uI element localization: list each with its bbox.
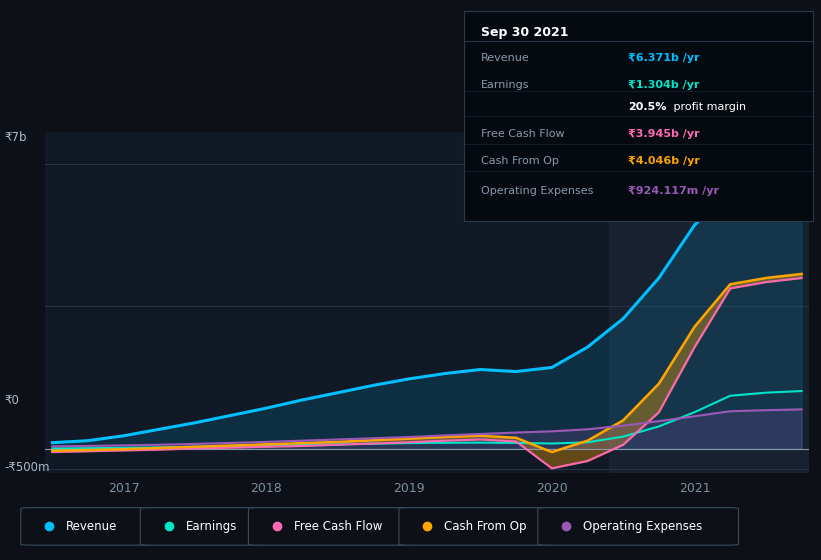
- Text: profit margin: profit margin: [670, 101, 745, 111]
- Text: Free Cash Flow: Free Cash Flow: [294, 520, 383, 533]
- Text: Revenue: Revenue: [67, 520, 117, 533]
- Text: -₹500m: -₹500m: [4, 461, 49, 474]
- Bar: [609, 132, 816, 473]
- Text: ₹6.371b /yr: ₹6.371b /yr: [628, 53, 699, 63]
- Text: ₹0: ₹0: [4, 394, 19, 407]
- FancyBboxPatch shape: [249, 507, 415, 545]
- Text: ₹3.945b /yr: ₹3.945b /yr: [628, 129, 699, 139]
- Text: Earnings: Earnings: [481, 81, 530, 91]
- FancyBboxPatch shape: [538, 507, 739, 545]
- Text: Cash From Op: Cash From Op: [481, 156, 559, 166]
- Text: Operating Expenses: Operating Expenses: [584, 520, 703, 533]
- FancyBboxPatch shape: [21, 507, 156, 545]
- FancyBboxPatch shape: [399, 507, 553, 545]
- Text: Operating Expenses: Operating Expenses: [481, 185, 594, 195]
- Text: 20.5%: 20.5%: [628, 101, 666, 111]
- Text: ₹4.046b /yr: ₹4.046b /yr: [628, 156, 699, 166]
- Text: ₹1.304b /yr: ₹1.304b /yr: [628, 81, 699, 91]
- Text: Earnings: Earnings: [186, 520, 237, 533]
- Text: Revenue: Revenue: [481, 53, 530, 63]
- Text: ₹7b: ₹7b: [4, 130, 26, 144]
- Text: Sep 30 2021: Sep 30 2021: [481, 26, 569, 39]
- Text: Cash From Op: Cash From Op: [444, 520, 527, 533]
- Text: ₹924.117m /yr: ₹924.117m /yr: [628, 185, 719, 195]
- Text: Free Cash Flow: Free Cash Flow: [481, 129, 565, 139]
- FancyBboxPatch shape: [140, 507, 264, 545]
